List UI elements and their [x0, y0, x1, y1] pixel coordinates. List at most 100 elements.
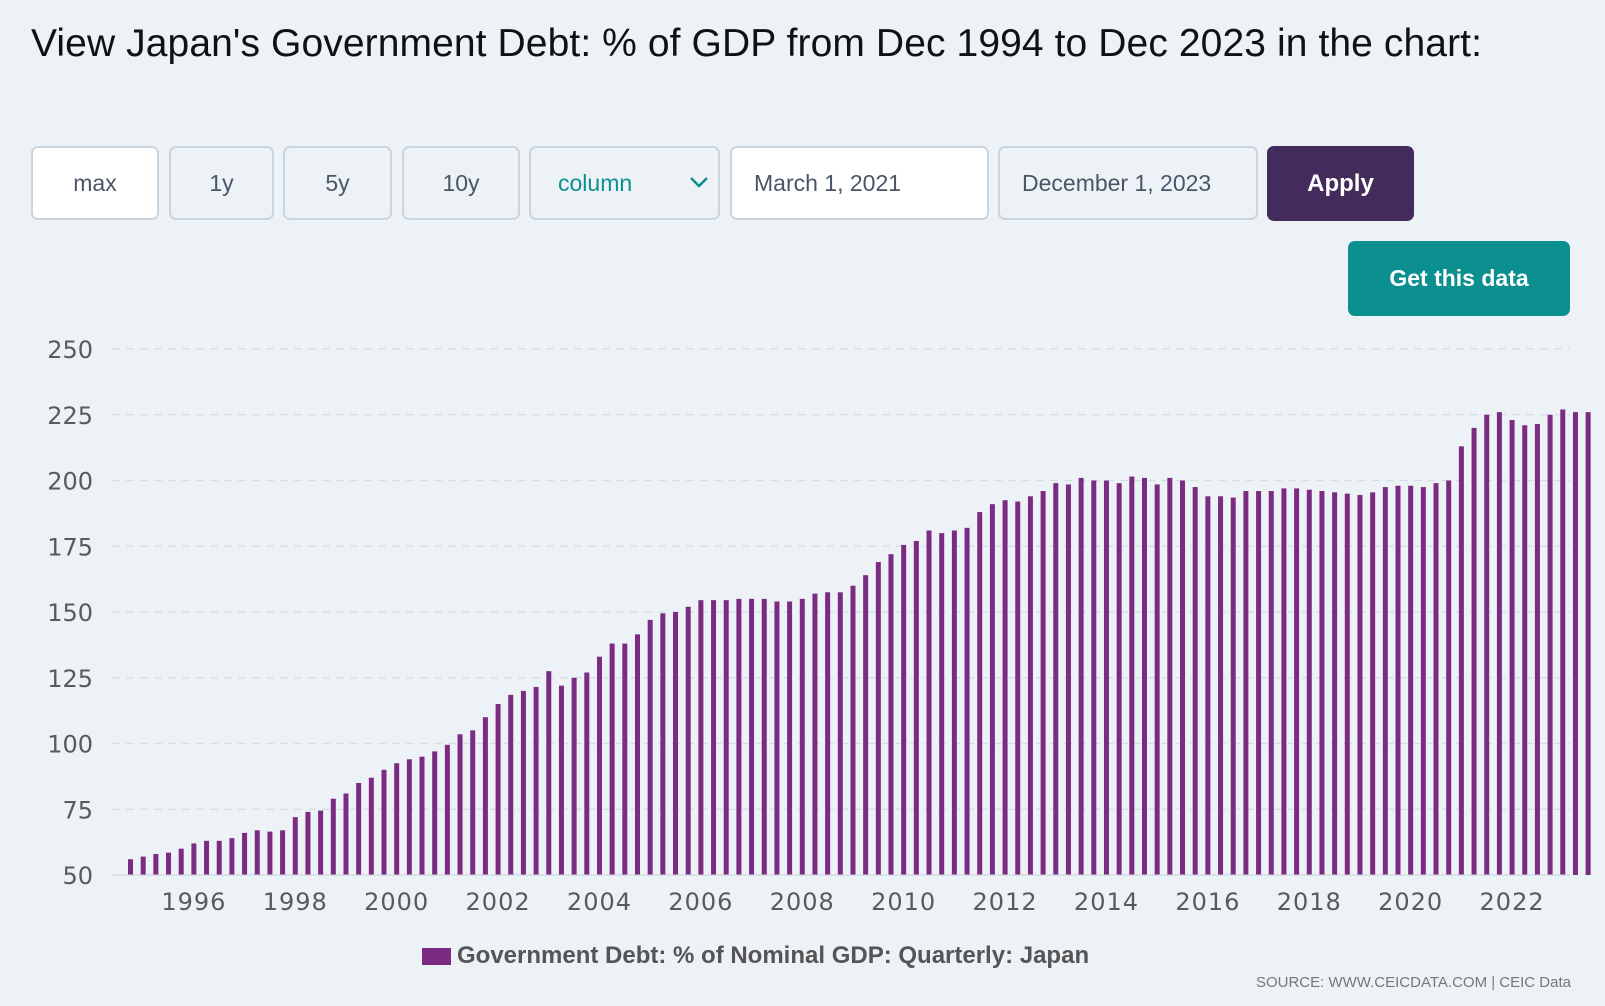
bar[interactable] — [711, 600, 717, 875]
bar[interactable] — [1306, 489, 1312, 875]
bar[interactable] — [1078, 477, 1084, 875]
bar[interactable] — [951, 530, 957, 875]
bar[interactable] — [1027, 496, 1033, 875]
bar[interactable] — [318, 810, 324, 875]
bar[interactable] — [482, 717, 488, 875]
bar[interactable] — [1103, 480, 1109, 876]
bar[interactable] — [571, 677, 577, 875]
get-this-data-button[interactable]: Get this data — [1348, 241, 1570, 316]
bar[interactable] — [1002, 500, 1008, 875]
bar[interactable] — [558, 685, 564, 875]
bar[interactable] — [1572, 412, 1578, 875]
bar[interactable] — [863, 575, 869, 875]
bar[interactable] — [457, 734, 463, 875]
bar[interactable] — [432, 751, 438, 875]
bar[interactable] — [584, 672, 590, 875]
bar[interactable] — [1205, 496, 1211, 875]
bar[interactable] — [520, 690, 526, 875]
bar[interactable] — [799, 598, 805, 875]
bar[interactable] — [419, 756, 425, 875]
bar[interactable] — [635, 634, 640, 875]
bar[interactable] — [1154, 484, 1160, 875]
bar[interactable] — [1015, 501, 1021, 875]
bar[interactable] — [166, 852, 172, 875]
bar[interactable] — [128, 859, 133, 875]
apply-button[interactable]: Apply — [1267, 146, 1414, 221]
bar[interactable] — [470, 730, 476, 875]
bar[interactable] — [330, 798, 336, 875]
bar[interactable] — [723, 600, 729, 875]
bar[interactable] — [1230, 497, 1236, 875]
bar[interactable] — [1065, 484, 1071, 875]
bar[interactable] — [837, 592, 843, 875]
bar[interactable] — [685, 606, 691, 875]
bar[interactable] — [926, 530, 932, 875]
start-date-input[interactable]: March 1, 2021 — [730, 146, 989, 220]
bar[interactable] — [1180, 480, 1186, 876]
bar[interactable] — [394, 763, 400, 875]
bar[interactable] — [1382, 487, 1388, 875]
bar[interactable] — [774, 601, 780, 875]
bar[interactable] — [280, 830, 286, 875]
bar[interactable] — [1509, 420, 1515, 875]
bar[interactable] — [1167, 477, 1173, 875]
bar[interactable] — [254, 830, 260, 875]
bar[interactable] — [736, 598, 742, 875]
range-1y-button[interactable]: 1y — [169, 146, 274, 220]
bar[interactable] — [1192, 487, 1198, 875]
bar[interactable] — [622, 643, 628, 875]
bar[interactable] — [444, 744, 450, 875]
bar[interactable] — [216, 840, 222, 875]
bar[interactable] — [901, 544, 907, 875]
bar[interactable] — [1471, 427, 1477, 875]
bar[interactable] — [533, 686, 539, 875]
bar[interactable] — [406, 759, 412, 875]
bar[interactable] — [1294, 488, 1300, 875]
bar[interactable] — [1142, 477, 1147, 875]
bar[interactable] — [939, 533, 945, 875]
bar[interactable] — [267, 831, 273, 875]
bar[interactable] — [875, 562, 881, 875]
bar[interactable] — [495, 704, 501, 875]
bar[interactable] — [1243, 491, 1249, 875]
bar[interactable] — [964, 527, 970, 875]
bar[interactable] — [812, 593, 818, 875]
end-date-input[interactable]: December 1, 2023 — [998, 146, 1258, 220]
bar[interactable] — [1319, 491, 1325, 875]
bar[interactable] — [1256, 491, 1262, 875]
bar[interactable] — [647, 619, 653, 875]
bar[interactable] — [989, 504, 995, 875]
range-10y-button[interactable]: 10y — [402, 146, 520, 220]
bar[interactable] — [1408, 485, 1414, 875]
bar[interactable] — [1116, 483, 1122, 875]
bar[interactable] — [305, 811, 311, 875]
bar[interactable] — [1370, 492, 1376, 875]
bar[interactable] — [368, 777, 374, 875]
bar[interactable] — [1129, 476, 1135, 875]
bar[interactable] — [1332, 492, 1338, 875]
bar[interactable] — [1560, 409, 1566, 875]
bar[interactable] — [546, 671, 552, 875]
bar[interactable] — [1091, 480, 1097, 876]
bar[interactable] — [178, 848, 184, 875]
bar[interactable] — [787, 601, 793, 875]
bar[interactable] — [292, 817, 298, 875]
bar[interactable] — [1433, 483, 1439, 875]
bar[interactable] — [1585, 412, 1591, 875]
bar[interactable] — [508, 694, 514, 875]
bar[interactable] — [191, 843, 197, 875]
bar[interactable] — [1281, 488, 1287, 875]
bar[interactable] — [673, 612, 679, 875]
bar[interactable] — [1522, 425, 1528, 875]
bar[interactable] — [140, 856, 146, 875]
bar[interactable] — [1484, 414, 1490, 875]
bar[interactable] — [1218, 496, 1224, 875]
bar[interactable] — [698, 600, 704, 875]
range-max-button[interactable]: max — [31, 146, 159, 220]
bar[interactable] — [761, 598, 767, 875]
bar[interactable] — [1053, 483, 1059, 875]
bar[interactable] — [381, 769, 387, 875]
bar[interactable] — [609, 643, 615, 875]
bar[interactable] — [1344, 493, 1350, 875]
bar[interactable] — [1040, 491, 1046, 875]
